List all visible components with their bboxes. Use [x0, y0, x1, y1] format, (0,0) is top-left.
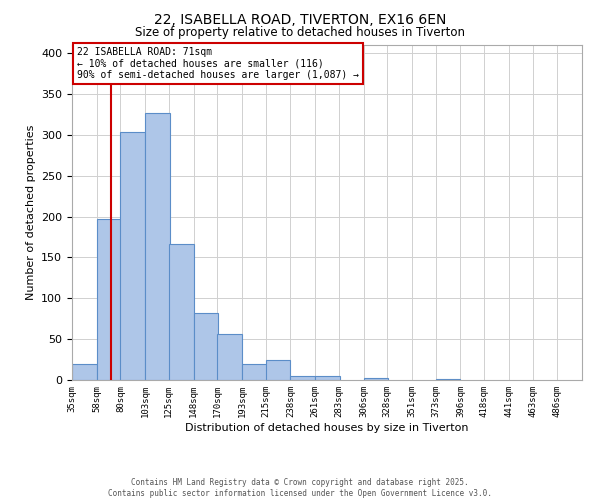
Bar — [72, 364, 97, 380]
Bar — [315, 376, 340, 380]
Bar — [169, 244, 194, 380]
Bar — [436, 379, 460, 380]
Bar — [97, 219, 121, 380]
Bar — [217, 334, 242, 380]
Bar — [242, 364, 267, 380]
Bar — [364, 378, 388, 380]
Bar — [194, 313, 218, 380]
Bar — [121, 132, 145, 380]
Bar — [266, 360, 290, 380]
X-axis label: Distribution of detached houses by size in Tiverton: Distribution of detached houses by size … — [185, 422, 469, 432]
Y-axis label: Number of detached properties: Number of detached properties — [26, 125, 35, 300]
Text: 22 ISABELLA ROAD: 71sqm
← 10% of detached houses are smaller (116)
90% of semi-d: 22 ISABELLA ROAD: 71sqm ← 10% of detache… — [77, 46, 359, 80]
Text: 22, ISABELLA ROAD, TIVERTON, EX16 6EN: 22, ISABELLA ROAD, TIVERTON, EX16 6EN — [154, 12, 446, 26]
Bar — [145, 113, 170, 380]
Bar — [290, 376, 315, 380]
Text: Size of property relative to detached houses in Tiverton: Size of property relative to detached ho… — [135, 26, 465, 39]
Text: Contains HM Land Registry data © Crown copyright and database right 2025.
Contai: Contains HM Land Registry data © Crown c… — [108, 478, 492, 498]
